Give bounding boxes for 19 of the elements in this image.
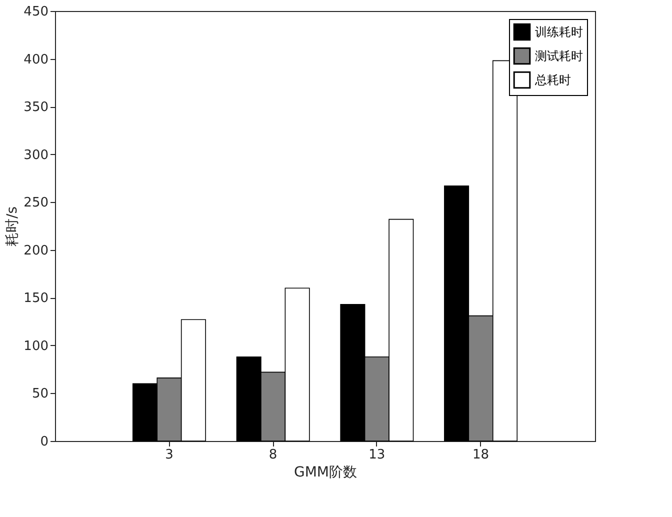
y-axis-title: 耗时/s xyxy=(4,206,21,247)
x-tick-label: 18 xyxy=(472,448,490,462)
legend-label: 测试耗时 xyxy=(535,49,583,63)
y-tick-label: 300 xyxy=(24,148,48,163)
y-tick-label: 200 xyxy=(24,243,48,258)
y-tick-label: 0 xyxy=(40,434,48,450)
y-tick-label: 250 xyxy=(24,196,48,211)
y-tick-label: 400 xyxy=(24,52,48,68)
y-tick-label: 50 xyxy=(32,386,48,402)
y-tick-label: 100 xyxy=(24,338,48,354)
y-tick-label: 150 xyxy=(24,291,48,306)
legend-label: 训练耗时 xyxy=(535,25,583,39)
legend-label: 总耗时 xyxy=(534,73,571,87)
x-tick-label: 13 xyxy=(368,448,386,462)
x-tick-label: 8 xyxy=(268,448,278,462)
y-tick-label: 450 xyxy=(24,4,48,20)
x-axis-title: GMM阶数 xyxy=(294,464,358,480)
x-tick-label: 3 xyxy=(165,448,174,462)
y-tick-label: 350 xyxy=(24,100,48,116)
